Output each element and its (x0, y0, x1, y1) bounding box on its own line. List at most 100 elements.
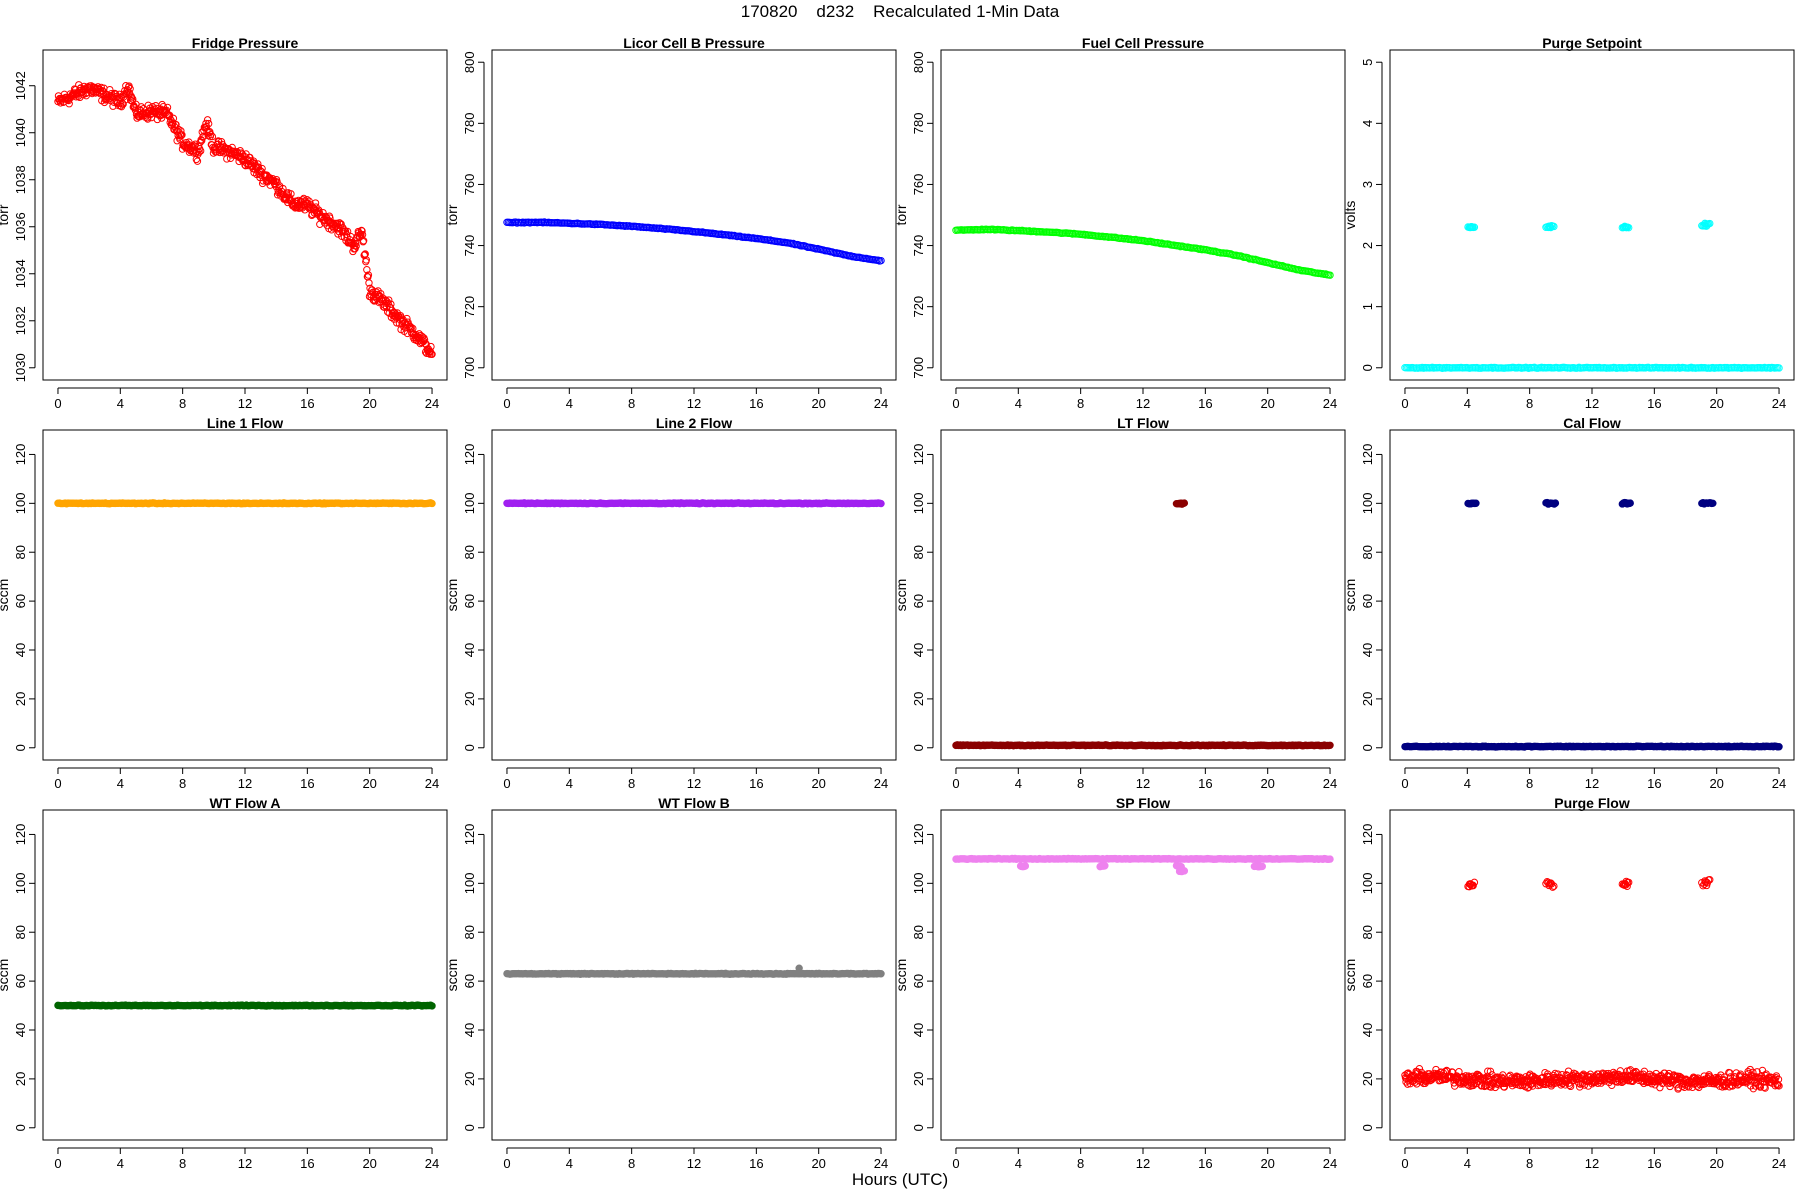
x-tick-label: 20 (362, 396, 376, 411)
y-axis: 0 20 40 60 80 100 120 (462, 444, 485, 751)
data-point (373, 290, 382, 299)
x-tick-label: 16 (749, 1156, 763, 1171)
x-tick-label: 8 (628, 396, 635, 411)
data-points (1401, 219, 1783, 372)
y-tick-label: 4 (1360, 120, 1375, 127)
data-point (877, 256, 885, 265)
y-tick-label: 60 (462, 974, 477, 988)
panel-9: WT Flow B 0 4 8 12 16 20 24 0 20 40 60 80 100 120 sccm (444, 795, 897, 1171)
data-point (1326, 855, 1334, 863)
y-tick-label: 60 (911, 594, 926, 608)
data-point (163, 103, 172, 112)
data-point (385, 296, 393, 304)
data-point (176, 135, 184, 143)
data-point (1624, 223, 1633, 232)
data-point (208, 132, 217, 141)
x-tick-label: 20 (1260, 1156, 1274, 1171)
panel-6: LT Flow 0 4 8 12 16 20 24 0 20 40 60 80 100 120 sccm (893, 415, 1346, 791)
data-point (198, 136, 206, 145)
x-tick-label: 8 (1526, 1156, 1533, 1171)
data-point (207, 130, 215, 139)
y-tick-label: 1036 (13, 212, 28, 241)
y-tick-label: 100 (911, 872, 926, 894)
x-tick-label: 4 (566, 1156, 573, 1171)
data-point (358, 227, 366, 235)
data-points (54, 499, 436, 508)
data-point (511, 218, 520, 226)
panel-2: Fuel Cell Pressure 0 4 8 12 16 20 24 700 720 740 76… (893, 35, 1346, 411)
x-tick-label: 8 (628, 776, 635, 791)
panel-title: WT Flow B (658, 795, 730, 811)
panel-1: Licor Cell B Pressure 0 4 8 12 16 20 24 700 720 74… (444, 35, 897, 411)
x-axis: 0 4 8 12 16 20 24 (1401, 767, 1786, 791)
y-axis-title: sccm (893, 579, 909, 612)
y-tick-label: 100 (13, 492, 28, 514)
y-tick-label: 0 (1360, 364, 1375, 371)
x-tick-label: 4 (566, 776, 573, 791)
y-tick-label: 120 (13, 444, 28, 466)
y-tick-label: 120 (13, 824, 28, 846)
x-tick-label: 20 (811, 1156, 825, 1171)
y-axis-title: sccm (1342, 579, 1358, 612)
data-point (1175, 242, 1183, 250)
data-point (795, 964, 803, 972)
y-tick-label: 100 (1360, 872, 1375, 894)
y-axis: 0 20 40 60 80 100 120 (911, 824, 934, 1131)
data-points (54, 1001, 436, 1010)
data-point (192, 155, 201, 164)
y-tick-label: 0 (911, 744, 926, 751)
y-tick-label: 0 (13, 744, 28, 751)
panel-title: SP Flow (1116, 795, 1170, 811)
x-tick-label: 12 (1136, 776, 1150, 791)
y-tick-label: 120 (462, 444, 477, 466)
y-tick-label: 1032 (13, 306, 28, 335)
y-tick-label: 20 (911, 1072, 926, 1086)
data-point (1551, 499, 1560, 507)
plot-frame (42, 429, 448, 761)
x-tick-label: 12 (238, 396, 252, 411)
y-tick-label: 760 (462, 174, 477, 196)
x-axis-label: Hours (UTC) (851, 1170, 949, 1189)
y-tick-label: 120 (1360, 444, 1375, 466)
data-points (503, 964, 885, 978)
x-tick-label: 20 (362, 1156, 376, 1171)
y-tick-label: 3 (1360, 181, 1375, 188)
y-tick-label: 780 (462, 112, 477, 134)
data-point (1706, 219, 1714, 228)
y-tick-label: 1038 (13, 165, 28, 194)
panel-7: Cal Flow 0 4 8 12 16 20 24 0 20 40 60 80 100 120 sccm (1342, 415, 1795, 791)
y-axis: 0 20 40 60 80 100 120 (13, 444, 36, 751)
y-axis-title: volts (1342, 201, 1358, 230)
x-tick-label: 24 (425, 1156, 439, 1171)
x-tick-label: 4 (117, 396, 124, 411)
y-tick-label: 700 (462, 357, 477, 379)
y-tick-label: 60 (13, 974, 28, 988)
y-tick-label: 40 (911, 1023, 926, 1037)
y-tick-label: 20 (13, 692, 28, 706)
data-points (54, 81, 436, 358)
x-tick-label: 16 (749, 396, 763, 411)
x-tick-label: 0 (503, 776, 510, 791)
panel-title: WT Flow A (209, 795, 280, 811)
x-tick-label: 20 (362, 776, 376, 791)
x-tick-label: 0 (952, 776, 959, 791)
data-point (223, 155, 231, 163)
y-tick-label: 0 (13, 1124, 28, 1131)
x-tick-label: 20 (1260, 396, 1274, 411)
y-tick-label: 780 (911, 112, 926, 134)
data-point (365, 279, 373, 287)
y-tick-label: 80 (13, 545, 28, 559)
data-point (1326, 271, 1334, 279)
x-tick-label: 16 (1647, 1156, 1661, 1171)
data-point (1258, 862, 1266, 871)
y-tick-label: 100 (13, 872, 28, 894)
x-tick-label: 20 (1709, 776, 1723, 791)
x-tick-label: 0 (54, 396, 61, 411)
y-tick-label: 80 (13, 925, 28, 939)
y-tick-label: 20 (462, 692, 477, 706)
panel-title: Licor Cell B Pressure (623, 35, 765, 51)
y-tick-label: 100 (911, 492, 926, 514)
y-axis: 0 20 40 60 80 100 120 (13, 824, 36, 1131)
